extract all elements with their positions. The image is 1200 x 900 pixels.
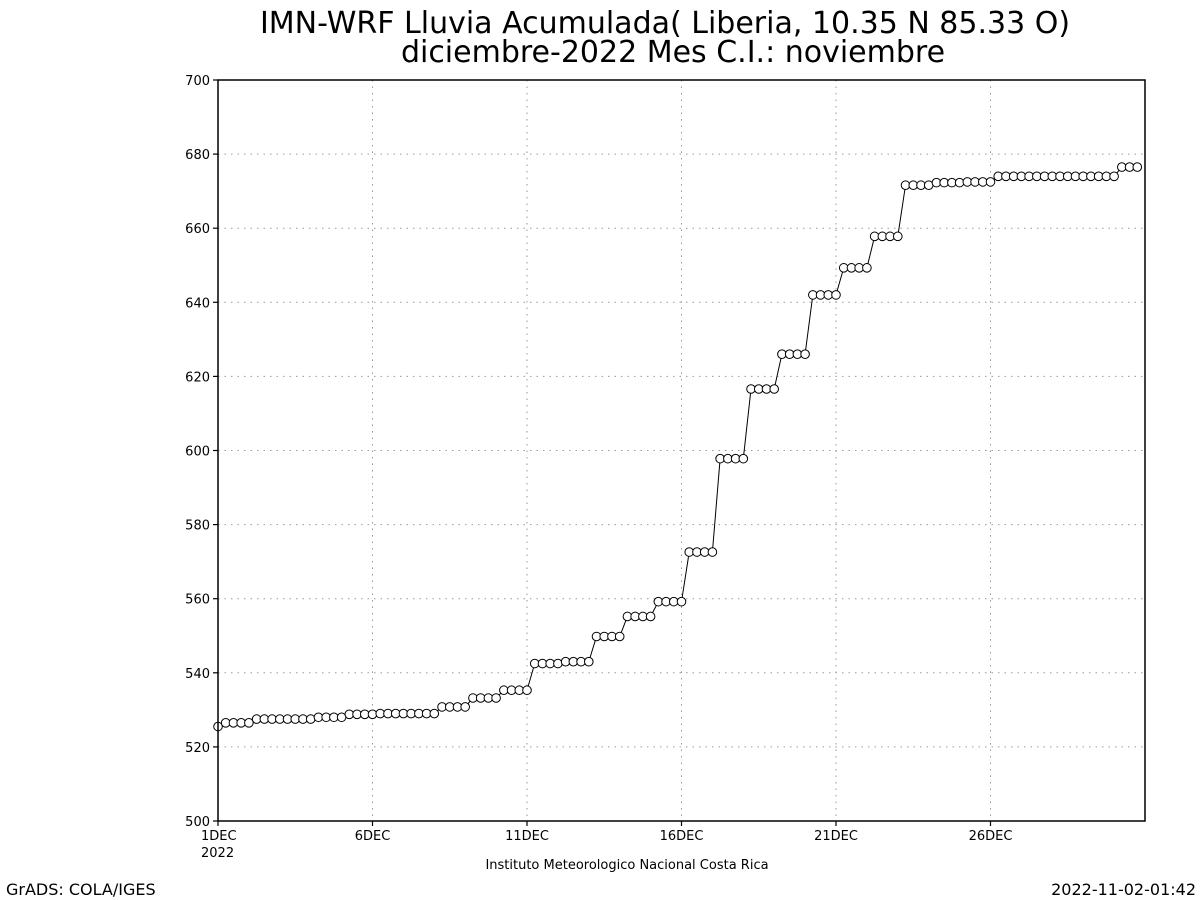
y-tick-label: 680 [185,148,210,163]
y-tick-label: 640 [185,296,210,311]
x-tick-label: 16DEC [660,829,704,844]
x-tick-label: 11DEC [505,829,549,844]
y-tick-label: 560 [185,593,210,608]
data-point [862,263,872,273]
institution-label: Instituto Meteorologico Nacional Costa R… [485,858,768,873]
x-tick-label: 26DEC [969,829,1013,844]
data-point [769,384,780,394]
x-tick-label: 6DEC [355,829,391,844]
x-tick-sublabel: 2022 [201,846,234,861]
y-tick-label: 540 [185,667,210,682]
series-line [217,166,1138,727]
y-tick-label: 580 [185,519,210,534]
y-tick-label: 660 [185,222,210,237]
x-tick-label: 21DEC [814,829,858,844]
data-point [738,453,749,464]
data-point [460,702,471,712]
data-point [244,718,254,728]
data-point [707,547,718,557]
y-tick-label: 520 [185,741,210,756]
grads-credit: GrADS: COLA/IGES [6,880,156,899]
y-axis: 500 520 540 560 580 600 620 640 660 680 700 [185,74,218,830]
chart-title: IMN-WRF Lluvia Acumulada( Liberia, 10.35… [260,6,1070,41]
y-tick-label: 700 [185,74,210,89]
data-point [645,611,656,622]
x-tick-label: 1DEC [201,829,237,844]
y-tick-label: 500 [185,815,210,830]
y-tick-label: 600 [185,445,210,460]
grid-lines [218,80,1145,821]
data-point [491,693,501,703]
data-point [831,290,841,300]
accumulated-rain-series [213,162,1143,732]
data-point [1109,171,1119,182]
plot-frame [217,79,1146,822]
data-point [893,231,903,242]
chart-subtitle: diciembre-2022 Mes C.I.: noviembre [401,35,945,70]
data-point [985,177,996,187]
data-point [584,656,594,667]
x-axis: 1DEC 2022 6DEC 11DEC 16DEC 21DEC 26DEC [201,821,1012,861]
data-point [305,714,316,724]
data-point [429,708,440,719]
data-point [553,658,563,669]
data-point [1132,162,1143,172]
data-point [800,349,810,359]
data-point [676,596,687,607]
data-point [522,685,532,696]
y-tick-label: 620 [185,370,210,385]
data-point [614,631,625,642]
timestamp: 2022-11-02-01:42 [1051,880,1196,899]
